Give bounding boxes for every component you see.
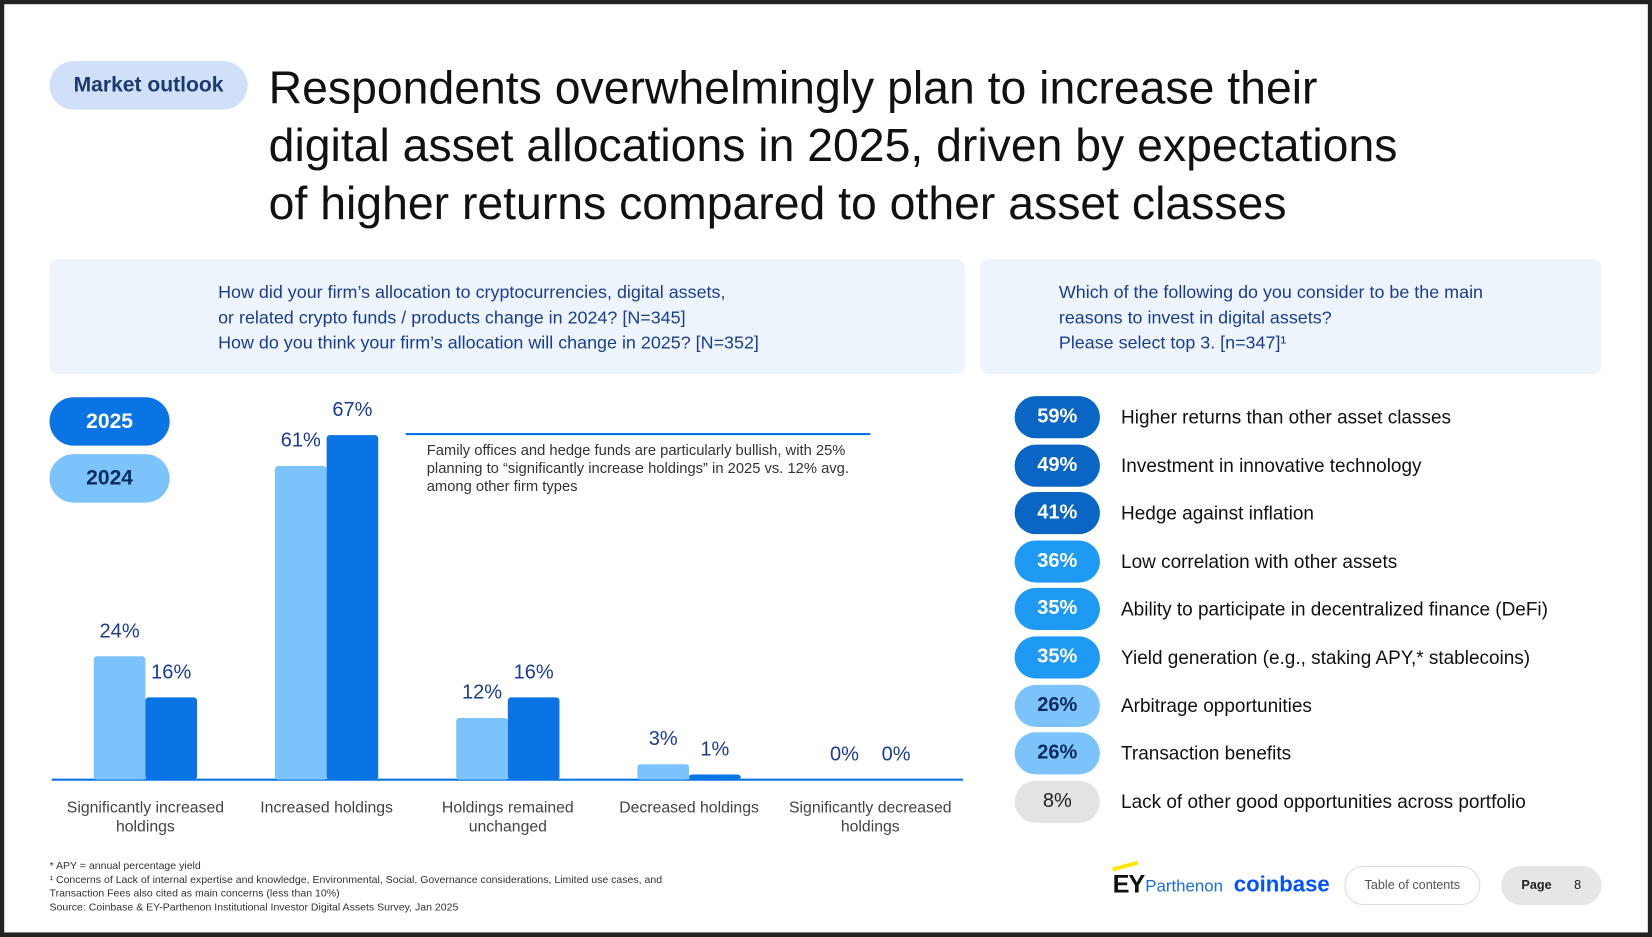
- bar: [145, 697, 198, 780]
- x-tick-label: Significantly increased holdings: [66, 798, 225, 836]
- question-line: Please select top 3. [n=347]¹: [1058, 332, 1287, 353]
- bar: [456, 717, 508, 780]
- ey-logo: EY: [1112, 870, 1146, 899]
- question-line: or related crypto funds / products chang…: [218, 307, 686, 328]
- legend-item: 2025: [49, 397, 170, 446]
- question-box: How did your firm’s allocation to crypto…: [49, 259, 966, 375]
- section-tag: Market outlook: [49, 61, 248, 110]
- coinbase-logo: coinbase: [1233, 872, 1330, 897]
- bar: [637, 764, 690, 780]
- parthenon-logo: Parthenon: [1145, 877, 1224, 896]
- question-line: reasons to invest in digital assets?: [1058, 307, 1332, 328]
- footnote: * APY = annual percentage yield: [49, 860, 201, 873]
- annotation: Family offices and hedge funds are parti…: [426, 441, 849, 495]
- value-label: 3%: [648, 728, 678, 751]
- bar: [689, 774, 741, 780]
- x-tick-label: Increased holdings: [260, 798, 393, 817]
- bar: [274, 466, 327, 780]
- chart: [51, 433, 963, 781]
- reason-label: Yield generation (e.g., staking APY,* st…: [1121, 646, 1531, 668]
- value-label: 67%: [332, 399, 373, 422]
- reason-label: Hedge against inflation: [1121, 502, 1314, 524]
- value-label: 61%: [280, 430, 321, 453]
- value-label: 0%: [881, 743, 911, 766]
- bar: [326, 435, 379, 780]
- bar: [507, 697, 560, 780]
- percent-pill: 26%: [1014, 732, 1100, 775]
- title-line: digital asset allocations in 2025, drive…: [268, 120, 1398, 172]
- slide: Market outlook Respondents overwhelmingl…: [4, 4, 1648, 933]
- percent-pill: 35%: [1014, 636, 1100, 679]
- reason-label: Higher returns than other asset classes: [1121, 406, 1451, 428]
- percent-pill: 49%: [1014, 444, 1100, 487]
- title-line: Respondents overwhelmingly plan to incre…: [268, 62, 1318, 114]
- reason-label: Investment in innovative technology: [1121, 454, 1422, 476]
- value-label: 16%: [151, 661, 192, 684]
- question-line: Which of the following do you consider t…: [1058, 282, 1484, 303]
- title: Respondents overwhelmingly plan to incre…: [269, 59, 1398, 233]
- question-box: Which of the following do you consider t…: [979, 259, 1602, 375]
- x-tick-label: Significantly decreased holdings: [788, 798, 952, 836]
- percent-pill: 41%: [1014, 492, 1100, 535]
- x-tick-label: Decreased holdings: [619, 798, 759, 817]
- reason-label: Lack of other good opportunities across …: [1121, 791, 1526, 813]
- title-line: of higher returns compared to other asse…: [268, 178, 1287, 230]
- question: How did your firm’s allocation to crypto…: [218, 280, 759, 356]
- legend-item: 2024: [49, 454, 170, 503]
- page-number: 8: [1574, 877, 1582, 893]
- question-line: How do you think your firm’s allocation …: [218, 332, 759, 353]
- percent-pill: 8%: [1014, 780, 1100, 823]
- percent-pill: 35%: [1014, 588, 1100, 631]
- reason-label: Ability to participate in decentralized …: [1121, 598, 1548, 620]
- value-label: 0%: [829, 743, 859, 766]
- percent-pill: 59%: [1014, 396, 1100, 439]
- percent-pill: 26%: [1014, 684, 1100, 727]
- value-label: 1%: [700, 738, 730, 761]
- percent-pill: 36%: [1014, 540, 1100, 583]
- footnote: ¹ Concerns of Lack of internal expertise…: [49, 874, 663, 900]
- question: Which of the following do you consider t…: [1059, 280, 1483, 356]
- bar: [93, 656, 146, 780]
- reason-label: Arbitrage opportunities: [1121, 694, 1312, 717]
- x-tick-label: Holdings remained unchanged: [441, 798, 574, 836]
- page-label: Page: [1521, 877, 1552, 893]
- toc-button[interactable]: Table of contents: [1344, 866, 1481, 906]
- page-indicator: Page 8: [1501, 866, 1602, 906]
- reason-label: Transaction benefits: [1121, 742, 1292, 765]
- footnote: Source: Coinbase & EY-Parthenon Institut…: [49, 901, 459, 914]
- value-label: 16%: [513, 661, 554, 684]
- value-label: 24%: [99, 620, 140, 643]
- question-line: How did your firm’s allocation to crypto…: [218, 282, 726, 303]
- reason-label: Low correlation with other assets: [1121, 550, 1398, 572]
- value-label: 12%: [461, 682, 503, 705]
